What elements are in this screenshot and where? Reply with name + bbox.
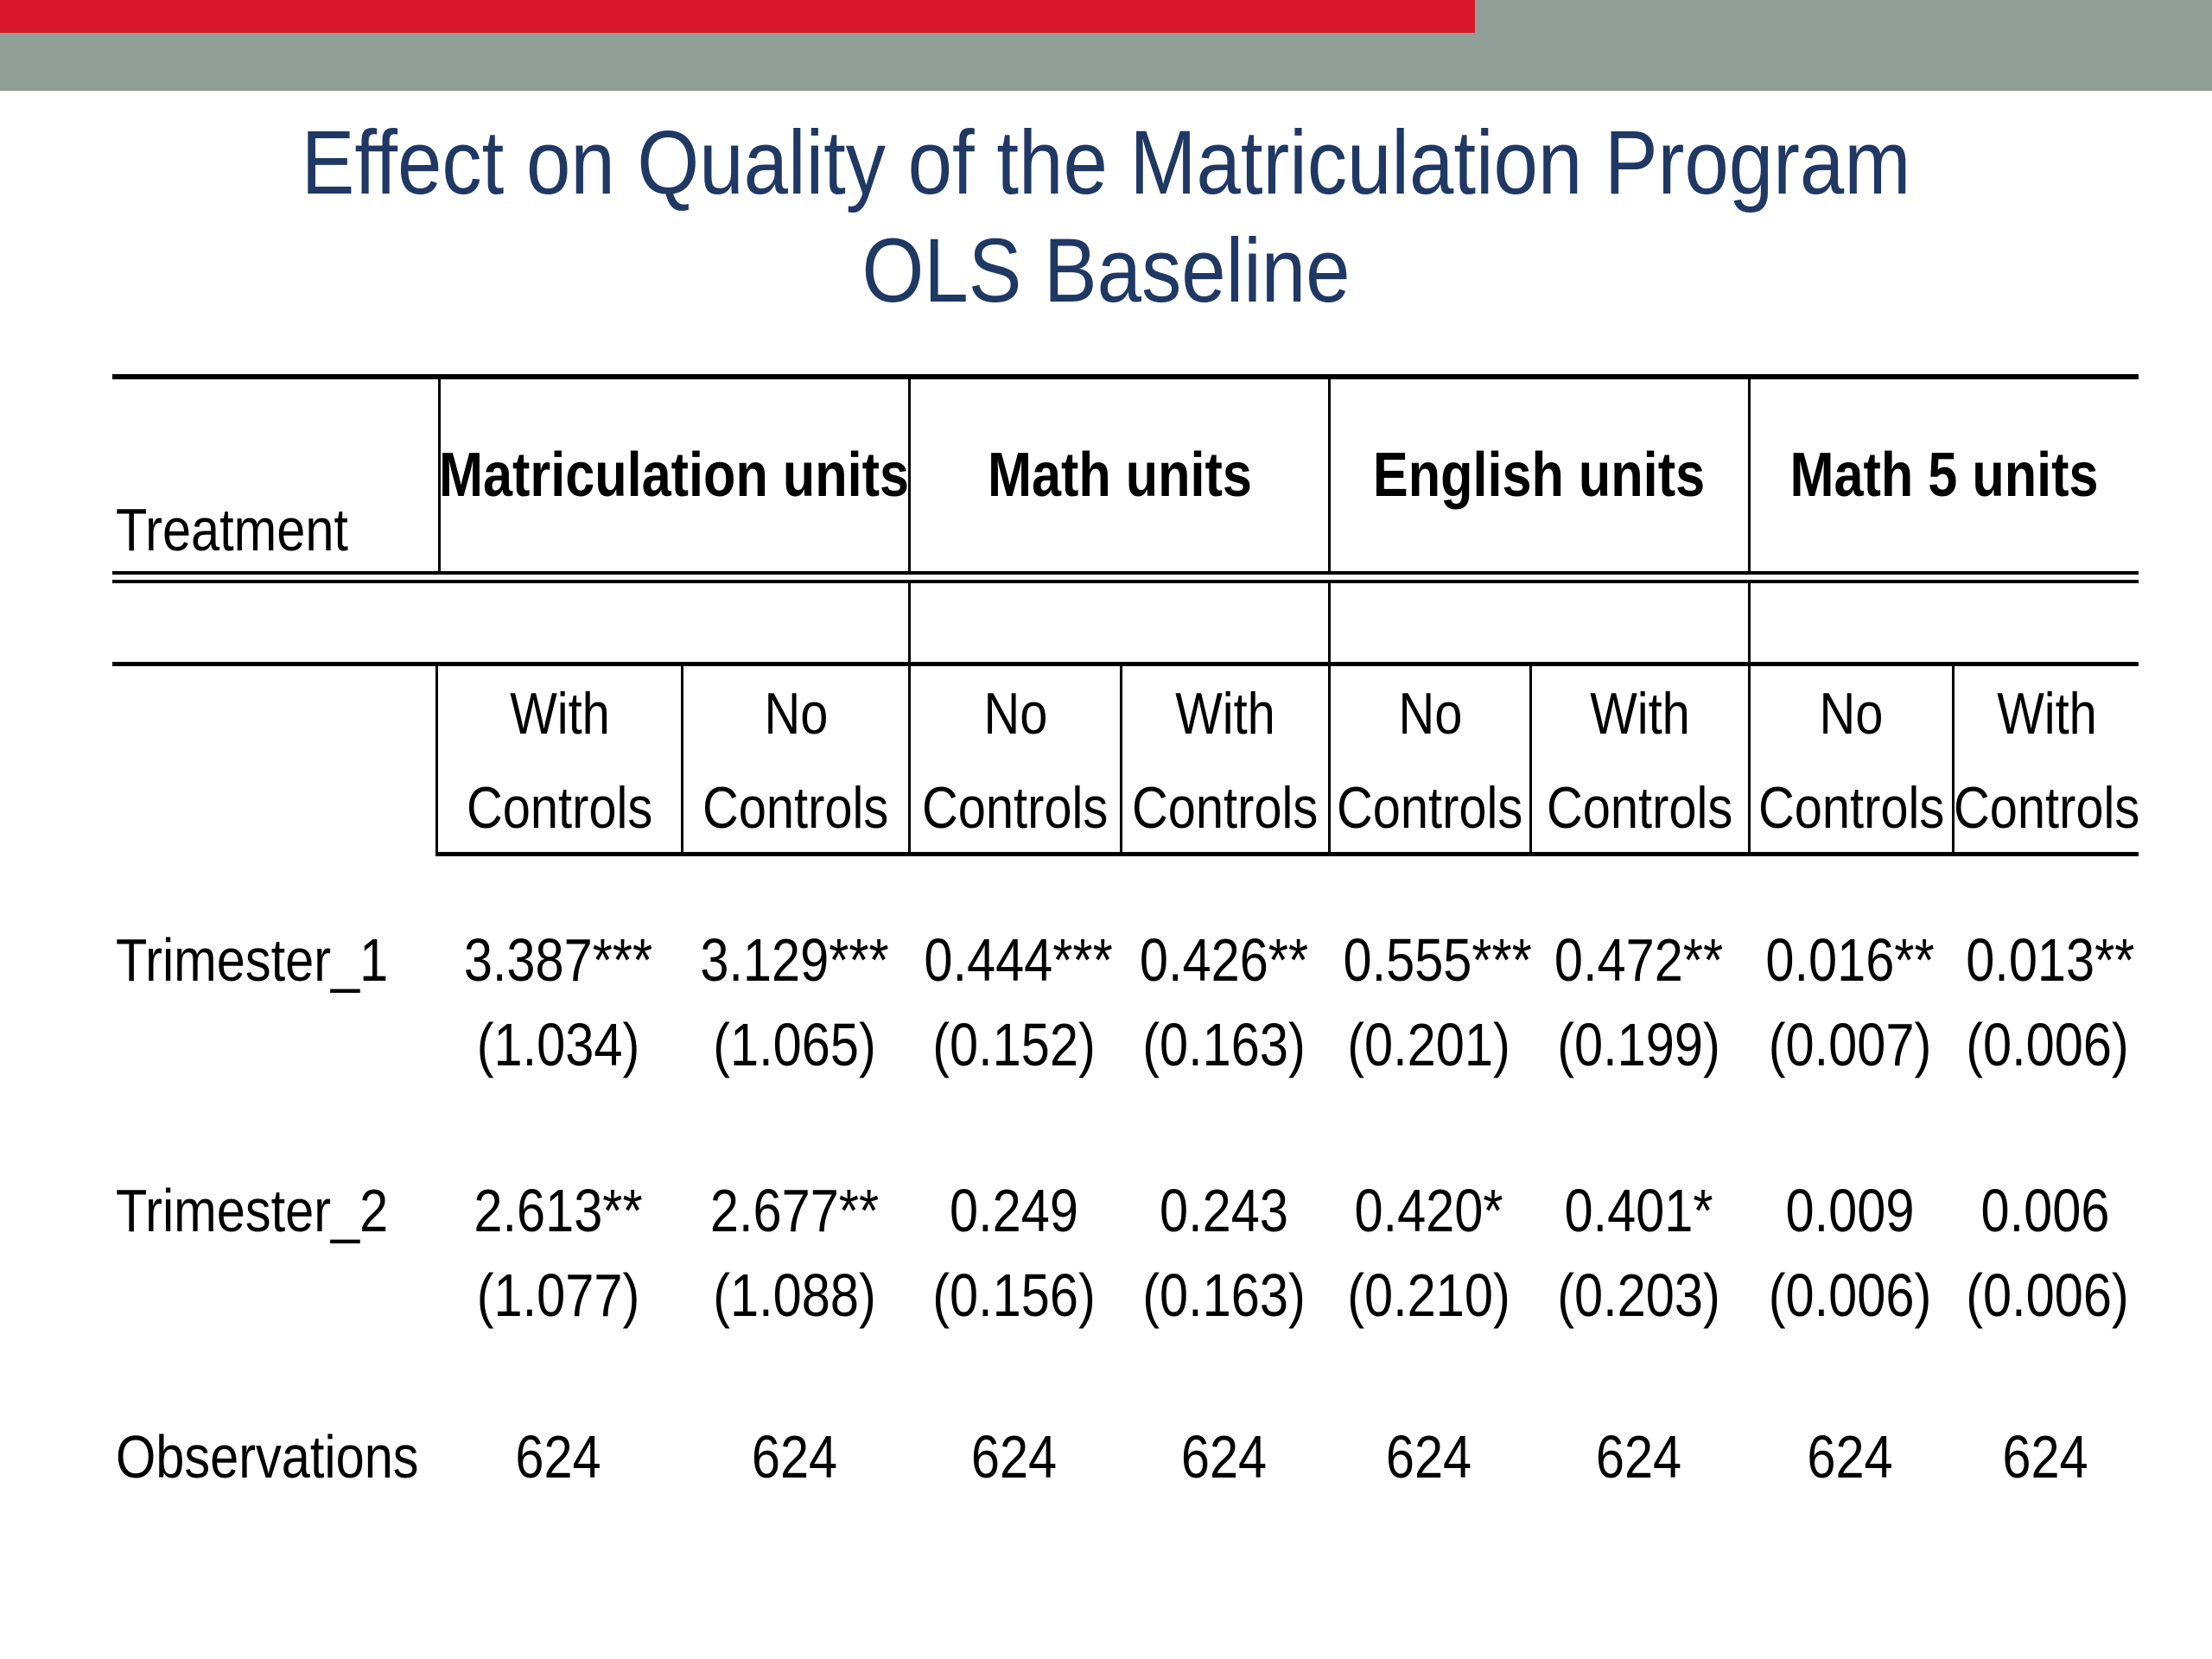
subheader-cell: No Controls <box>1328 666 1529 852</box>
group-header-matriculation-units: Matriculation units <box>438 379 910 571</box>
spacer-cell <box>112 583 908 662</box>
spacer-cell <box>1328 583 1748 662</box>
estimate-value: 0.444*** <box>924 926 1113 994</box>
subheader-cell: With Controls <box>1120 666 1328 852</box>
estimate-cell: 0.555*** (0.201) <box>1328 918 1532 1087</box>
subheader-cell: No Controls <box>1748 666 1952 852</box>
title-line-2: OLS Baseline <box>861 220 1351 321</box>
estimate-value: 0.243 <box>1160 1177 1288 1244</box>
estimate-cell: 0.401* (0.203) <box>1529 1168 1748 1338</box>
group-header-math-units: Math units <box>908 379 1328 571</box>
subheader-cell: With Controls <box>1952 666 2139 852</box>
observations-cell: 624 <box>970 1423 1058 1491</box>
stderr-value: (0.201) <box>1347 1011 1510 1078</box>
observations-cell: 624 <box>515 1423 601 1491</box>
estimate-cell: 2.677** (1.088) <box>681 1168 908 1338</box>
row-label: Trimester_1 <box>116 926 389 994</box>
observations-cell: 624 <box>2002 1423 2088 1491</box>
estimate-value: 0.006 <box>1980 1177 2110 1244</box>
stderr-value: (0.203) <box>1557 1262 1720 1329</box>
estimate-cell: 0.006 (0.006) <box>1952 1168 2139 1338</box>
estimate-cell: 0.472** (0.199) <box>1529 918 1748 1087</box>
header-double-rule <box>112 571 2139 583</box>
header-spacer-row <box>112 583 2139 662</box>
subheader-cell: With Controls <box>435 666 681 852</box>
row-label: Trimester_2 <box>116 1177 389 1244</box>
stderr-value: (0.210) <box>1347 1262 1510 1329</box>
table-row-trimester-2: Trimester_2 2.613** (1.077) 2.677** (1.0… <box>112 1168 2139 1338</box>
group-header-english-units: English units <box>1328 379 1748 571</box>
stderr-value: (0.006) <box>1966 1262 2129 1329</box>
estimate-value: 0.472** <box>1554 926 1724 994</box>
table-header-row: Treatment Matriculation units Math units… <box>112 379 2139 571</box>
stderr-value: (1.034) <box>476 1011 640 1078</box>
estimate-cell: 0.420* (0.210) <box>1328 1168 1529 1338</box>
stderr-value: (0.156) <box>932 1262 1096 1329</box>
spacer-cell <box>908 583 1328 662</box>
stderr-value: (0.163) <box>1142 1011 1306 1078</box>
stderr-value: (0.007) <box>1768 1011 1932 1078</box>
stderr-value: (0.006) <box>1768 1262 1932 1329</box>
stderr-value: (1.088) <box>713 1262 876 1329</box>
stderr-value: (0.163) <box>1142 1262 1306 1329</box>
row-label: Observations <box>116 1423 419 1491</box>
estimate-value: 3.129*** <box>700 926 889 994</box>
table-row-observations: Observations 624 624 624 624 624 624 624 <box>112 1414 2139 1499</box>
top-band <box>0 0 2212 91</box>
estimate-cell: 0.444*** (0.152) <box>908 918 1120 1087</box>
estimate-value: 2.677** <box>709 1177 880 1244</box>
estimate-cell: 0.426** (0.163) <box>1120 918 1328 1087</box>
subheader-row: With Controls No Controls No Controls Wi… <box>112 666 2139 852</box>
table-row-trimester-1: Trimester_1 3.387*** (1.034) 3.129*** (1… <box>112 918 2139 1087</box>
estimate-cell: 2.613** (1.077) <box>435 1168 681 1338</box>
spacer-cell <box>1748 583 2139 662</box>
stderr-value: (0.006) <box>1966 1011 2129 1078</box>
subheader-bottom-rule <box>435 852 2139 856</box>
treatment-label: Treatment <box>116 496 348 563</box>
stderr-value: (0.199) <box>1557 1011 1720 1078</box>
subheader-top-rule <box>112 662 2139 666</box>
observations-cell: 624 <box>1180 1423 1268 1491</box>
observations-cell: 624 <box>1595 1423 1682 1491</box>
video-progress-bar[interactable] <box>0 0 1475 33</box>
title-line-1: Effect on Quality of the Matriculation P… <box>301 112 1911 213</box>
subheader-cell: With Controls <box>1529 666 1748 852</box>
observations-cell: 624 <box>751 1423 838 1491</box>
estimate-cell: 0.013** (0.006) <box>1952 918 2139 1087</box>
treatment-header-cell: Treatment <box>112 379 438 571</box>
estimate-value: 0.401* <box>1564 1177 1713 1244</box>
group-header-math-5-units: Math 5 units <box>1748 379 2139 571</box>
estimate-value: 0.016** <box>1765 926 1935 994</box>
estimate-cell: 0.249 (0.156) <box>908 1168 1120 1338</box>
estimate-cell: 3.129*** (1.065) <box>681 918 908 1087</box>
estimate-value: 0.249 <box>950 1177 1078 1244</box>
subheader-cell: No Controls <box>908 666 1120 852</box>
estimate-cell: 0.243 (0.163) <box>1120 1168 1328 1338</box>
observations-cell: 624 <box>1385 1423 1472 1491</box>
subheader-cell: No Controls <box>681 666 908 852</box>
table-top-rule <box>112 374 2139 379</box>
stderr-value: (1.065) <box>713 1011 876 1078</box>
estimate-value: 0.420* <box>1354 1177 1503 1244</box>
subheader-empty-cell <box>112 666 435 852</box>
stderr-value: (0.152) <box>932 1011 1096 1078</box>
estimate-value: 3.387*** <box>463 926 653 994</box>
estimate-cell: 0.016** (0.007) <box>1748 918 1952 1087</box>
observations-cell: 624 <box>1807 1423 1893 1491</box>
estimate-value: 0.009 <box>1785 1177 1915 1244</box>
slide-title: Effect on Quality of the Matriculation P… <box>133 109 2080 325</box>
stderr-value: (1.077) <box>476 1262 640 1329</box>
estimate-value: 2.613** <box>474 1177 643 1244</box>
estimate-cell: 0.009 (0.006) <box>1748 1168 1952 1338</box>
estimate-value: 0.555*** <box>1343 926 1532 994</box>
estimate-value: 0.013** <box>1966 926 2135 994</box>
estimate-cell: 3.387*** (1.034) <box>435 918 681 1087</box>
estimate-value: 0.426** <box>1139 926 1309 994</box>
